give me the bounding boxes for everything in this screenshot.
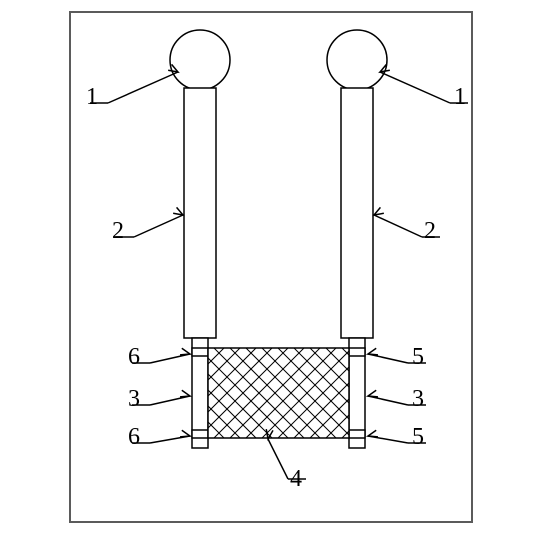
callout-label-l5_top: 5 xyxy=(412,344,424,371)
callout-label-l5_bot: 5 xyxy=(412,424,424,451)
callout-label-l2_right: 2 xyxy=(424,218,436,245)
callout-label-l6_top: 6 xyxy=(128,344,140,371)
callout-label-l2_left: 2 xyxy=(112,218,124,245)
callout-label-l1_left: 1 xyxy=(86,84,98,111)
callout-label-l3_left: 3 xyxy=(128,386,140,413)
callout-label-l1_right: 1 xyxy=(454,84,466,111)
callout-label-l6_bot: 6 xyxy=(128,424,140,451)
callout-label-l4: 4 xyxy=(290,466,302,493)
callout-label-l3_right: 3 xyxy=(412,386,424,413)
technical-diagram xyxy=(0,0,542,535)
